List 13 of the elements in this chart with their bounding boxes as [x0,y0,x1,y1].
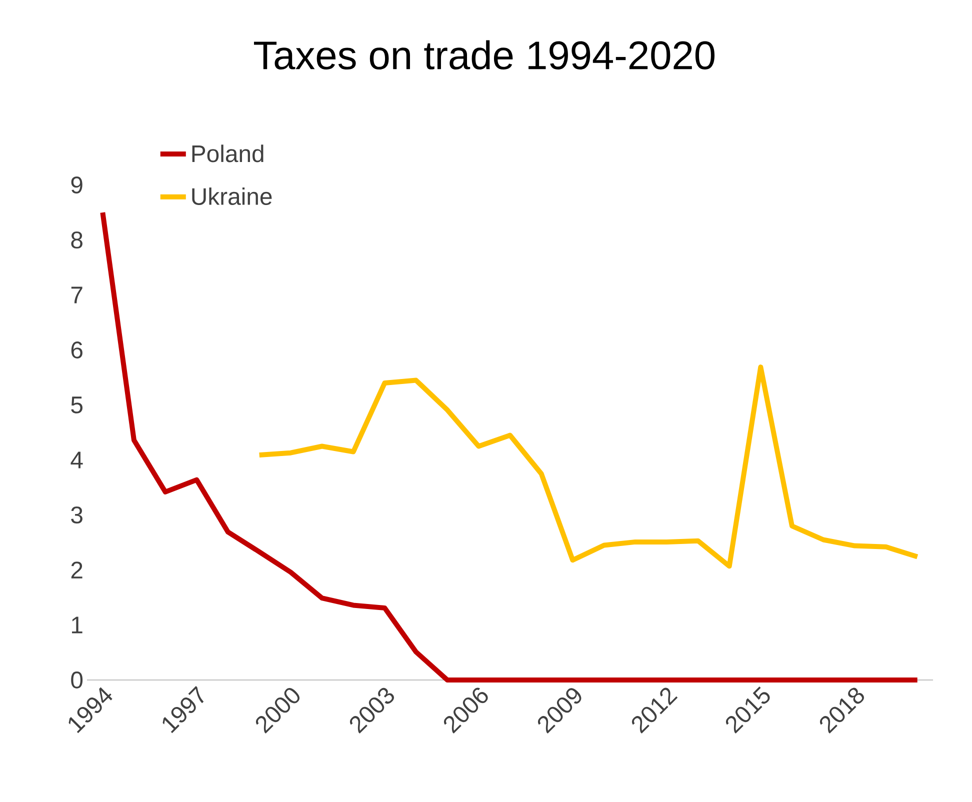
y-tick-label: 1 [72,616,82,634]
y-tick-label: 5 [71,396,82,414]
y-tick-label: 2 [71,562,82,578]
chart-title: Taxes on trade 1994-2020 [254,40,714,70]
y-tick-label: 0 [71,672,83,688]
legend-label: Ukraine [192,187,272,206]
y-tick-label: 6 [71,342,82,358]
legend-label: Poland [192,144,264,162]
y-tick-label: 3 [71,506,82,524]
y-tick-label: 9 [71,176,82,194]
y-tick-label: 4 [70,452,83,468]
y-tick-label: 8 [71,232,82,248]
y-tick-label: 7 [71,286,82,304]
